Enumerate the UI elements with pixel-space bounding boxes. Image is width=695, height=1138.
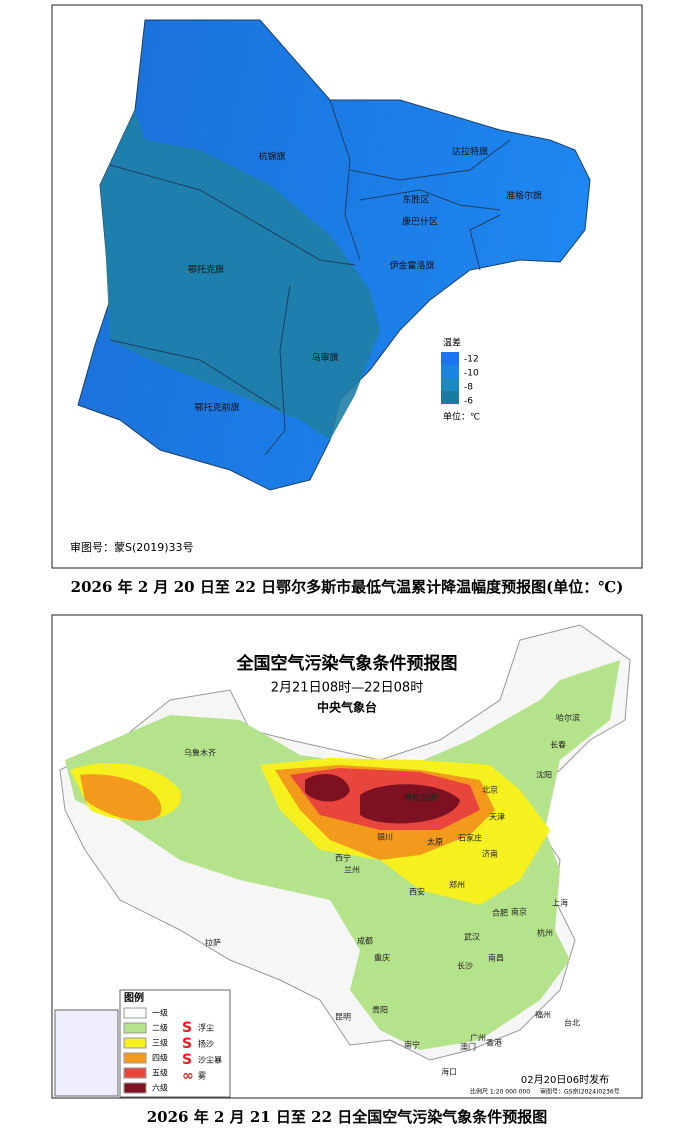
city-label: 台北	[564, 1018, 580, 1028]
legend-symbol: S	[182, 1036, 192, 1052]
issuer: 中央气象台	[317, 700, 377, 715]
city-label: 长春	[550, 740, 566, 750]
city-label: 拉萨	[205, 938, 221, 948]
legend-swatch	[441, 391, 459, 404]
city-label: 天津	[489, 812, 505, 822]
district-label: 准格尔旗	[506, 190, 542, 202]
city-label: 郑州	[449, 880, 465, 890]
city-label: 石家庄	[458, 833, 482, 843]
legend-label: 浮尘	[198, 1023, 214, 1033]
legend-unit: 单位：℃	[443, 411, 480, 423]
legend-label: 二级	[152, 1023, 168, 1033]
city-label: 杭州	[537, 928, 553, 938]
legend-swatch	[123, 1067, 147, 1079]
city-label: 乌鲁木齐	[184, 748, 216, 758]
legend-title: 温差	[443, 337, 461, 349]
city-label: 成都	[357, 936, 373, 946]
caption: 2026 年 2 月 20 日至 22 日鄂尔多斯市最低气温累计降温幅度预报图(…	[71, 578, 624, 596]
city-label: 武汉	[464, 932, 480, 942]
city-label: 合肥	[492, 908, 508, 918]
city-label: 哈尔滨	[556, 713, 580, 723]
city-label: 北京	[482, 785, 498, 795]
city-label: 南宁	[404, 1040, 420, 1050]
legend-label: -10	[464, 369, 479, 379]
city-label: 沈阳	[536, 770, 552, 780]
legend-label: 六级	[152, 1083, 168, 1093]
district-label: 东胜区	[402, 194, 429, 206]
district-label: 达拉特旗	[452, 146, 488, 158]
city-label: 福州	[535, 1011, 551, 1020]
city-label: 长沙	[457, 961, 473, 971]
legend-label: 沙尘暴	[198, 1055, 222, 1065]
legend-swatch	[441, 378, 459, 391]
legend-label: -12	[464, 355, 479, 365]
scale: 比例尺 1:20 000 000	[470, 1088, 530, 1096]
district-label: 伊金霍洛旗	[389, 260, 434, 272]
legend-swatch	[123, 1022, 147, 1034]
map-subtitle: 2月21日08时—22日08时	[271, 681, 423, 696]
city-label: 上海	[552, 898, 568, 908]
city-label: 香港	[486, 1038, 502, 1048]
legend-swatch	[123, 1037, 147, 1049]
legend-label: 四级	[152, 1053, 168, 1063]
city-label: 重庆	[374, 953, 390, 963]
city-label: 呼和浩特	[404, 793, 436, 803]
legend-symbol: S	[182, 1020, 192, 1036]
city-label: 西安	[409, 887, 425, 897]
legend-label: 扬沙	[198, 1039, 214, 1049]
district-label: 杭锦旗	[258, 151, 285, 163]
city-label: 太原	[427, 837, 443, 847]
issued: 02月20日06时发布	[521, 1073, 609, 1086]
level2-area	[65, 660, 620, 1050]
legend-symbol: S	[182, 1052, 192, 1068]
district-label: 鄂托克前旗	[194, 402, 239, 414]
level6-area	[305, 774, 460, 824]
city-label: 澳门	[460, 1042, 476, 1052]
approval: 审图号：蒙S(2019)33号	[70, 540, 194, 554]
city-label: 兰州	[344, 865, 360, 875]
city-label: 银川	[377, 832, 393, 842]
city-label: 南京	[511, 907, 527, 917]
caption: 2026 年 2 月 21 日至 22 日全国空气污染气象条件预报图	[147, 1108, 548, 1126]
approval: 审图号：GS京(2024)0236号	[540, 1088, 620, 1096]
legend-swatch	[123, 1052, 147, 1064]
legend-label: 五级	[152, 1068, 168, 1078]
inset-map	[54, 1009, 119, 1097]
city-label: 贵阳	[372, 1005, 388, 1015]
legend-swatch	[123, 1082, 147, 1094]
district-label: 鄂托克旗	[188, 264, 224, 276]
city-label: 广州	[470, 1033, 486, 1043]
district-label: 康巴什区	[402, 216, 438, 228]
legend-symbol: ∞	[182, 1068, 194, 1084]
legend-label: -8	[464, 383, 473, 393]
city-label: 济南	[482, 849, 498, 859]
city-label: 海口	[441, 1067, 457, 1077]
city-label: 昆明	[335, 1013, 351, 1022]
legend-swatch	[441, 352, 459, 365]
city-label: 西宁	[335, 853, 351, 863]
city-label: 南昌	[488, 953, 504, 963]
legend-swatch	[441, 365, 459, 378]
legend-title: 图例	[124, 991, 144, 1004]
district-label: 乌审旗	[311, 352, 338, 364]
legend-swatch	[123, 1007, 147, 1019]
district-borders	[109, 99, 511, 456]
map-title: 全国空气污染气象条件预报图	[236, 653, 458, 674]
legend	[441, 352, 459, 404]
cold-zone	[100, 110, 380, 440]
legend-label: 一级	[152, 1008, 168, 1018]
legend-label: 雾	[198, 1072, 206, 1081]
legend-label: 三级	[152, 1038, 168, 1048]
legend-label: -6	[464, 397, 473, 407]
